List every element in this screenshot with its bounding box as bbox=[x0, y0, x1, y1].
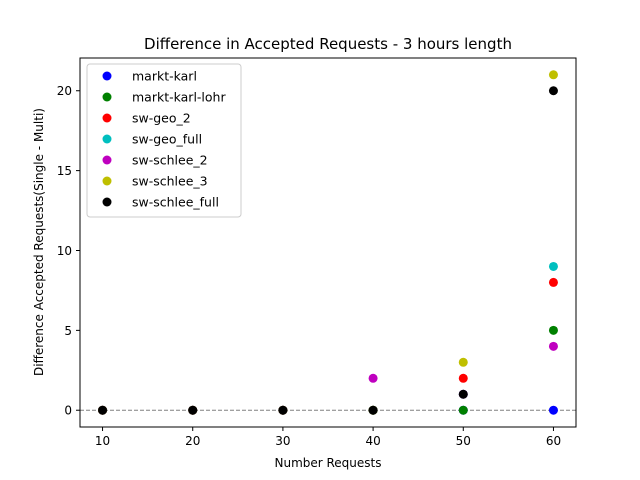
legend-marker bbox=[102, 71, 112, 81]
x-tick-label: 40 bbox=[365, 434, 380, 448]
legend-marker bbox=[102, 113, 112, 123]
legend-marker bbox=[102, 197, 112, 207]
x-axis-ticks: 10 20 30 40 50 60 bbox=[95, 427, 561, 448]
legend-label: sw-geo_full bbox=[132, 132, 202, 147]
data-point bbox=[458, 405, 468, 415]
legend-label: sw-schlee_full bbox=[132, 195, 219, 210]
legend: markt-karl markt-karl-lohr sw-geo_2 sw-geo_… bbox=[86, 63, 242, 218]
legend-label: sw-schlee_2 bbox=[132, 153, 208, 168]
data-point bbox=[188, 405, 198, 415]
data-point bbox=[368, 405, 378, 415]
data-point bbox=[458, 357, 468, 367]
legend-label: sw-geo_2 bbox=[132, 111, 191, 126]
data-point bbox=[548, 325, 558, 335]
data-point bbox=[458, 389, 468, 399]
legend-marker bbox=[102, 92, 112, 102]
y-axis-label: Difference Accepted Requests(Single - Mu… bbox=[32, 108, 46, 376]
legend-marker bbox=[102, 134, 112, 144]
y-tick-label: 15 bbox=[57, 164, 72, 178]
series-sw-schlee_full bbox=[98, 86, 558, 415]
data-point bbox=[548, 277, 558, 287]
x-tick-label: 50 bbox=[456, 434, 471, 448]
legend-marker bbox=[102, 176, 112, 186]
chart-title: Difference in Accepted Requests - 3 hour… bbox=[144, 35, 512, 53]
legend-marker bbox=[102, 155, 112, 165]
x-axis-label: Number Requests bbox=[274, 456, 381, 470]
legend-label: sw-schlee_3 bbox=[132, 174, 208, 189]
x-tick-label: 30 bbox=[275, 434, 290, 448]
data-point bbox=[548, 86, 558, 96]
data-point bbox=[278, 405, 288, 415]
y-axis-ticks: 0 5 10 15 20 bbox=[57, 84, 80, 418]
plot-frame bbox=[79, 57, 577, 428]
data-point bbox=[548, 70, 558, 80]
legend-box bbox=[86, 63, 242, 218]
x-tick-label: 20 bbox=[185, 434, 200, 448]
plot-area bbox=[80, 70, 576, 415]
y-tick-label: 10 bbox=[57, 244, 72, 258]
data-point bbox=[368, 373, 378, 383]
data-point bbox=[98, 405, 108, 415]
data-point bbox=[548, 261, 558, 271]
y-tick-label: 0 bbox=[64, 404, 72, 418]
x-tick-label: 60 bbox=[546, 434, 561, 448]
y-tick-label: 20 bbox=[57, 84, 72, 98]
legend-label: markt-karl bbox=[132, 69, 197, 84]
data-point bbox=[548, 341, 558, 351]
data-point bbox=[548, 405, 558, 415]
data-point bbox=[458, 373, 468, 383]
legend-label: markt-karl-lohr bbox=[132, 90, 226, 105]
y-tick-label: 5 bbox=[64, 324, 72, 338]
x-tick-label: 10 bbox=[95, 434, 110, 448]
